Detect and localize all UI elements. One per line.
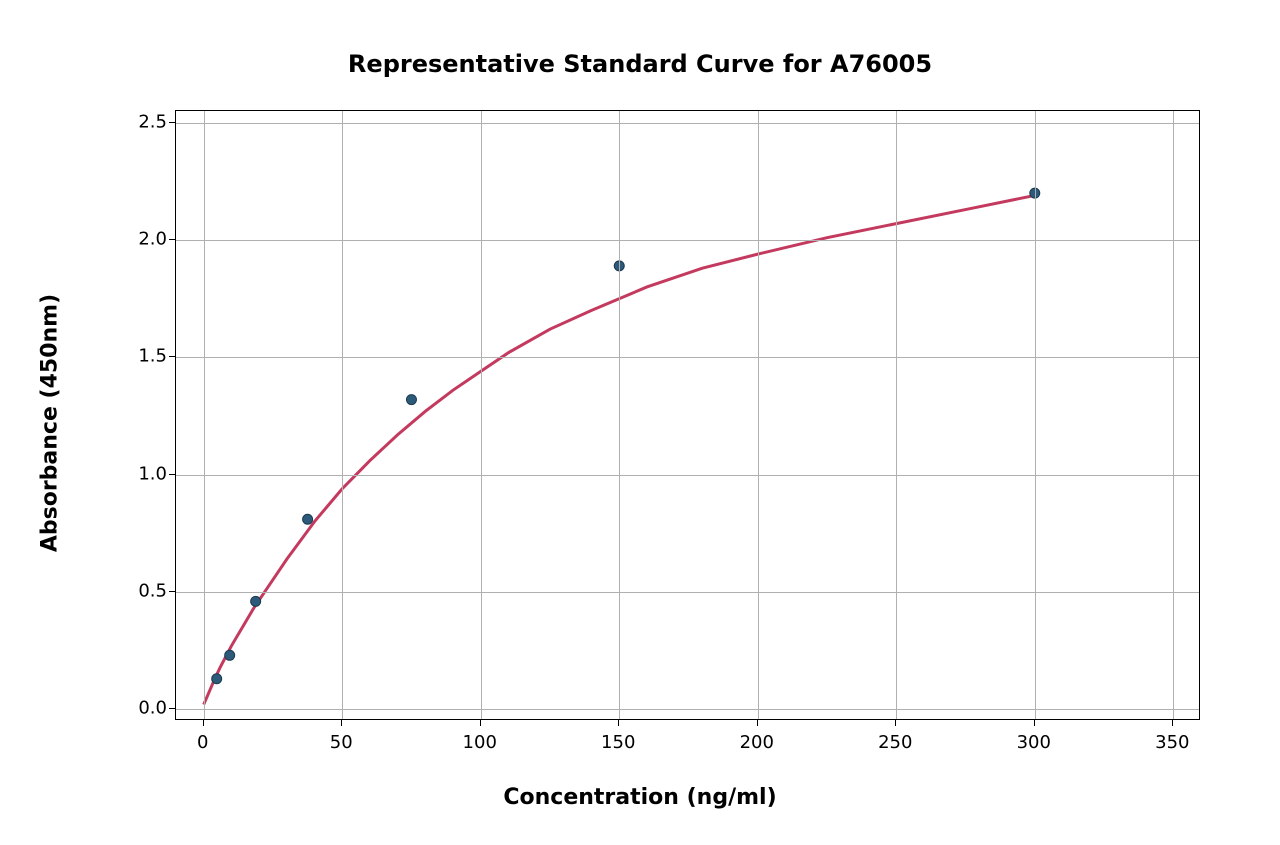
y-axis-label: Absorbance (450nm) [38,293,63,551]
x-tick-label: 50 [330,732,353,753]
gridline-v [342,111,343,719]
gridline-v [1173,111,1174,719]
x-tick-label: 300 [1017,732,1051,753]
plot-svg [176,111,1199,719]
data-point [251,596,261,606]
chart-title: Representative Standard Curve for A76005 [348,50,932,78]
tick-mark-y [169,591,175,592]
x-tick-label: 0 [197,732,208,753]
y-tick-label: 1.0 [127,463,167,484]
gridline-h [176,240,1199,241]
x-tick-label: 350 [1155,732,1189,753]
x-tick-label: 250 [878,732,912,753]
gridline-v [1035,111,1036,719]
y-tick-label: 0.0 [127,698,167,719]
tick-mark-x [618,720,619,726]
chart-container: Representative Standard Curve for A76005… [0,0,1280,845]
tick-mark-x [1172,720,1173,726]
tick-mark-y [169,122,175,123]
gridline-h [176,709,1199,710]
data-point [225,650,235,660]
gridline-h [176,592,1199,593]
tick-mark-y [169,708,175,709]
gridline-h [176,475,1199,476]
gridline-v [481,111,482,719]
tick-mark-x [203,720,204,726]
tick-mark-x [341,720,342,726]
tick-mark-x [757,720,758,726]
tick-mark-y [169,474,175,475]
y-tick-label: 0.5 [127,580,167,601]
data-point [303,514,313,524]
x-tick-label: 100 [463,732,497,753]
tick-mark-x [1034,720,1035,726]
tick-mark-x [480,720,481,726]
y-tick-label: 2.0 [127,229,167,250]
tick-mark-y [169,239,175,240]
plot-area [175,110,1200,720]
x-tick-label: 150 [601,732,635,753]
data-point [212,674,222,684]
y-tick-label: 1.5 [127,346,167,367]
tick-mark-y [169,356,175,357]
gridline-v [896,111,897,719]
gridline-v [619,111,620,719]
gridline-v [758,111,759,719]
x-tick-label: 200 [740,732,774,753]
y-tick-label: 2.5 [127,111,167,132]
tick-mark-x [895,720,896,726]
gridline-h [176,123,1199,124]
data-point [406,395,416,405]
x-axis-label: Concentration (ng/ml) [503,785,776,810]
gridline-v [204,111,205,719]
gridline-h [176,357,1199,358]
